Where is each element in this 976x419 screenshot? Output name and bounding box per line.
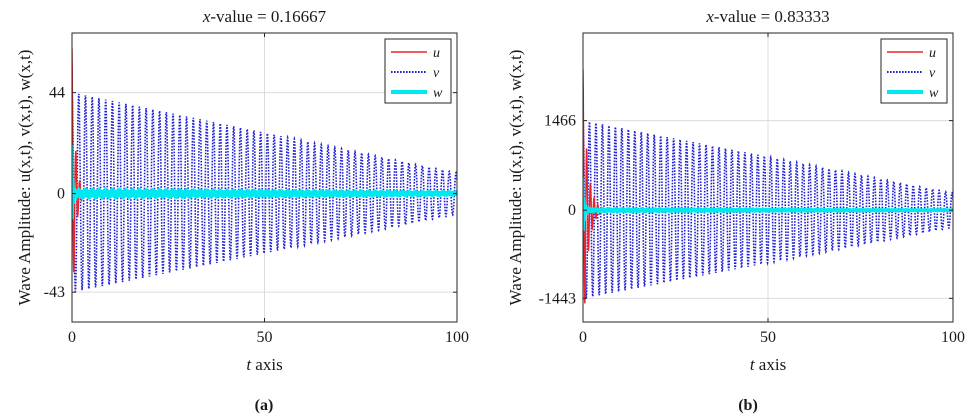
y-tick-label: 44 bbox=[49, 85, 65, 102]
x-tick-label: 0 bbox=[579, 329, 587, 346]
legend-label-u: u bbox=[433, 46, 440, 61]
y-axis-label: Wave Amplitude: u(x,t), v(x,t), w(x,t) bbox=[15, 50, 34, 306]
y-tick-label: 0 bbox=[568, 202, 576, 219]
y-axis-label: Wave Amplitude: u(x,t), v(x,t), w(x,t) bbox=[506, 50, 525, 306]
x-tick-label: 50 bbox=[760, 329, 776, 346]
series-v-line bbox=[72, 92, 457, 292]
chart-title: x-value = 0.16667 bbox=[202, 7, 327, 26]
series-v-line bbox=[583, 120, 953, 298]
legend: uvw bbox=[880, 38, 948, 104]
legend: uvw bbox=[384, 38, 452, 104]
series-w-line bbox=[72, 144, 457, 220]
series-group bbox=[583, 69, 953, 304]
x-axis-label: t axis bbox=[750, 355, 786, 374]
x-tick-label: 50 bbox=[257, 329, 273, 346]
chart-b: 0 50 100 -1443 0 1466 x-value = 0.83333 t axis W… bbox=[506, 7, 965, 414]
legend-label-u: u bbox=[929, 46, 936, 61]
x-axis-label: t axis bbox=[246, 355, 282, 374]
subfigure-caption: (b) bbox=[738, 397, 758, 414]
y-tick-label: -1443 bbox=[539, 290, 576, 307]
x-tick-label: 100 bbox=[941, 329, 965, 346]
legend-label-w: w bbox=[433, 86, 443, 101]
x-tick-label: 0 bbox=[68, 329, 76, 346]
chart-a: 0 50 100 -43 0 44 x-value = 0.16667 t axis Wave … bbox=[15, 7, 469, 414]
chart-title: x-value = 0.83333 bbox=[705, 7, 829, 26]
y-tick-label: 1466 bbox=[544, 113, 576, 130]
legend-label-w: w bbox=[929, 86, 939, 101]
y-tick-label: -43 bbox=[44, 284, 65, 301]
series-group bbox=[72, 48, 457, 292]
x-tick-label: 100 bbox=[445, 329, 469, 346]
series-w-line bbox=[583, 177, 953, 231]
legend-label-v: v bbox=[433, 66, 440, 81]
legend-label-v: v bbox=[929, 66, 936, 81]
y-tick-label: 0 bbox=[57, 186, 65, 203]
subfigure-caption: (a) bbox=[255, 397, 274, 414]
